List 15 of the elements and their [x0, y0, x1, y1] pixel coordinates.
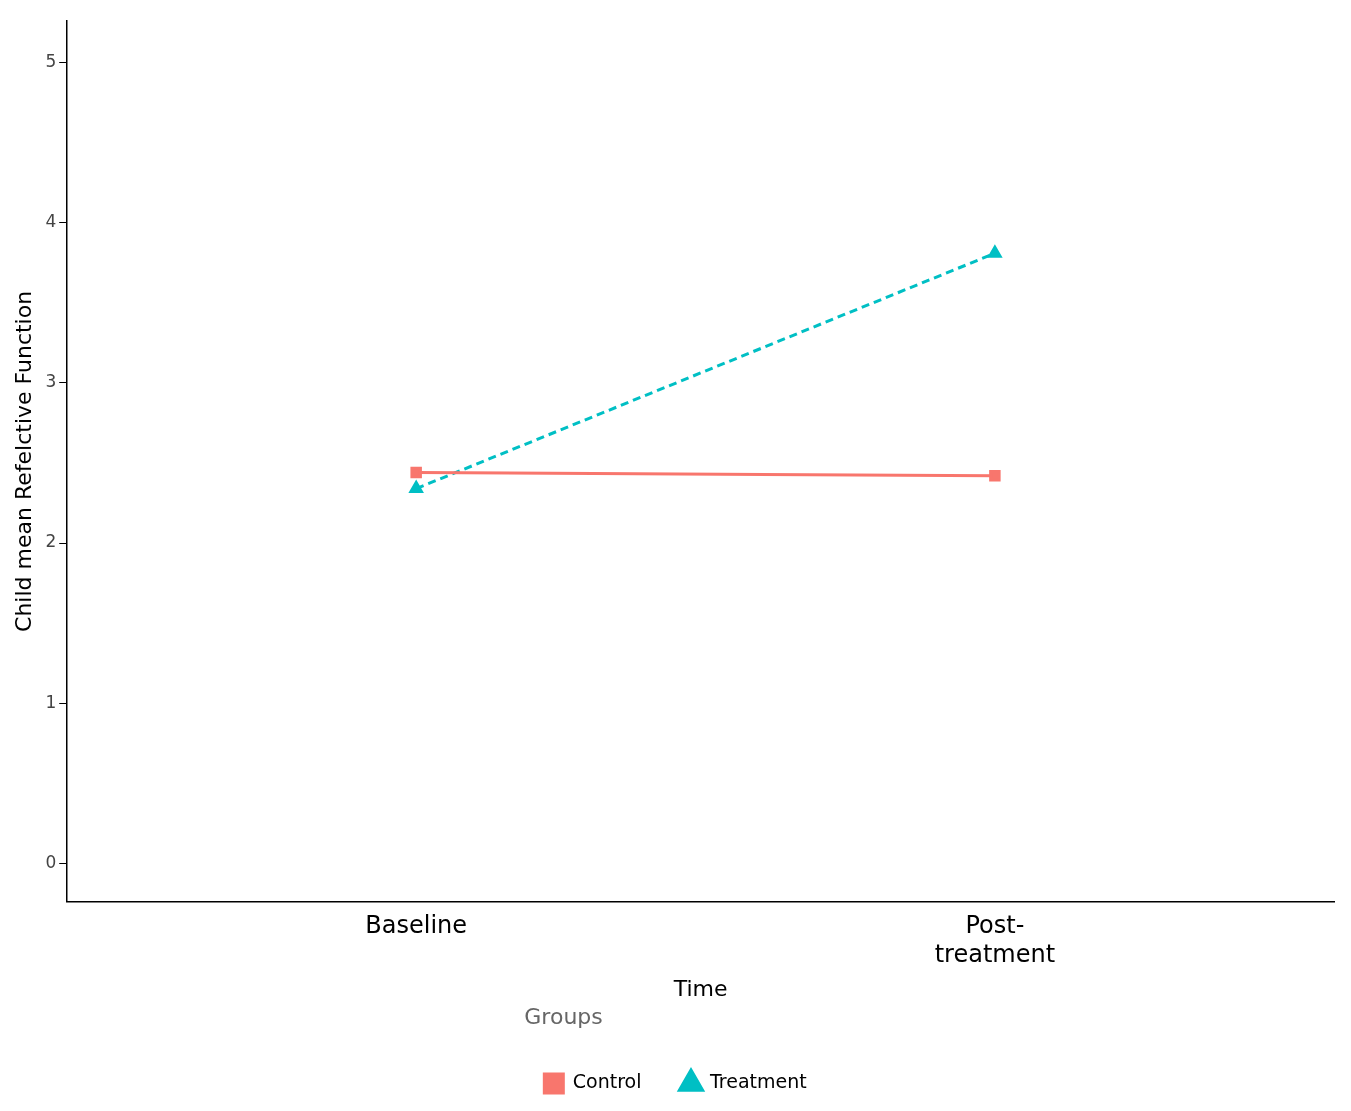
y-tick-label: 2 — [45, 531, 57, 552]
legend-label: Treatment — [709, 1070, 807, 1093]
y-tick-label: 0 — [45, 851, 57, 872]
x-axis-title: Time — [672, 976, 728, 1002]
y-tick-label: 3 — [45, 371, 57, 392]
y-axis-title: Child mean Refelctive Function — [10, 290, 36, 632]
y-tick-label: 4 — [45, 211, 57, 232]
point — [989, 470, 1001, 482]
y-tick-label: 1 — [45, 691, 57, 712]
y-tick-label: 5 — [45, 51, 57, 72]
legend-title: Groups — [524, 1004, 603, 1030]
legend-label: Control — [572, 1070, 642, 1093]
x-tick-label: Post-treatment — [934, 911, 1056, 969]
x-tick-label: Baseline — [365, 911, 468, 940]
point — [410, 466, 422, 479]
